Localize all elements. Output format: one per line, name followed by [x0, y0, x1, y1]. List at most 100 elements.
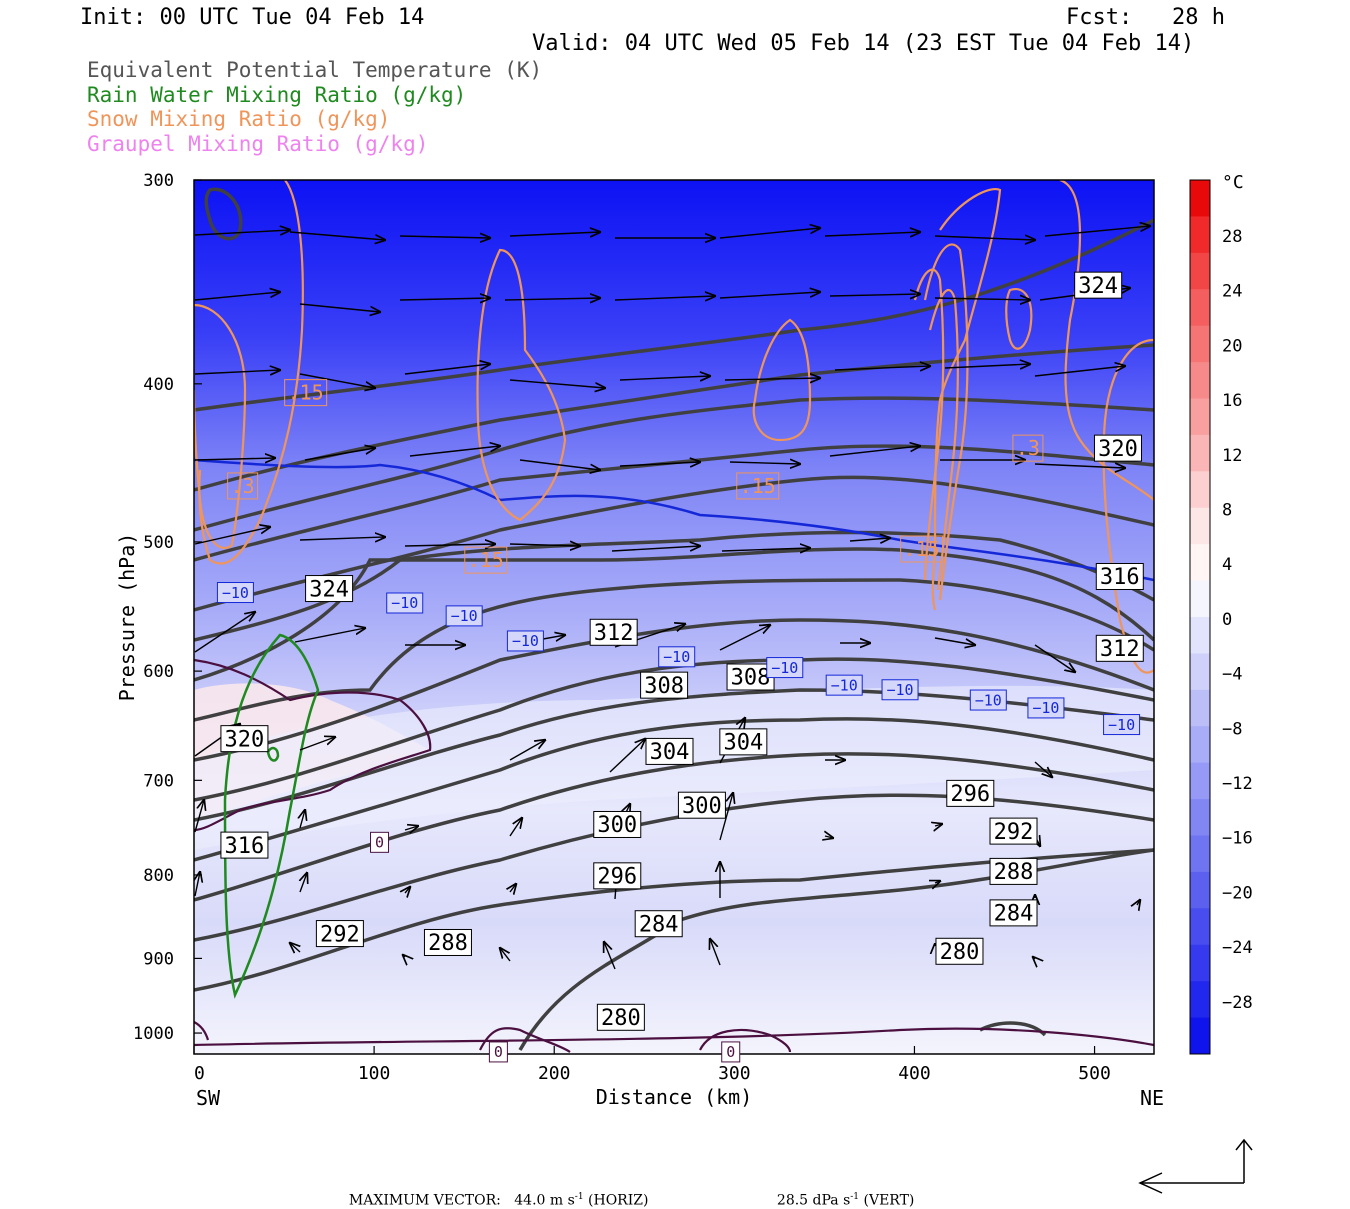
theta-e-label: 312 [594, 621, 634, 646]
wind-vector [403, 955, 405, 957]
colorbar-label: 24 [1222, 282, 1242, 302]
theta-e-label: 316 [1100, 565, 1140, 590]
colorbar-swatch [1190, 325, 1210, 363]
wind-vector [194, 527, 270, 545]
theta-e-label: 308 [731, 666, 771, 691]
colorbar-label: 12 [1222, 446, 1242, 466]
colorbar-label: 16 [1222, 391, 1242, 411]
colorbar-unit: °C [1222, 172, 1244, 193]
colorbar-swatch [1190, 689, 1210, 727]
colorbar-swatch [1190, 726, 1210, 764]
zero-isotherm-labels: 0 0 0 [370, 831, 741, 1063]
theta-e-label-box [1095, 634, 1144, 662]
snow-label: .15 [288, 381, 324, 405]
wind-vector [504, 298, 600, 300]
wind-vector [721, 548, 810, 551]
temperature-label-box [506, 630, 544, 652]
colorbar-label: −24 [1222, 938, 1253, 958]
colorbar-frame [1189, 179, 1211, 1055]
temperature-label: −10 [391, 594, 418, 612]
wind-vector [409, 446, 500, 457]
colorbar-swatch [1190, 362, 1210, 399]
theta-e-label: 292 [320, 922, 360, 947]
temperature-label-box [1103, 714, 1141, 736]
colorbar-swatch [1190, 544, 1210, 582]
temperature-label: −10 [771, 659, 798, 677]
snow-label: .15 [904, 537, 940, 561]
snow-label-box [1012, 434, 1044, 462]
wind-vector [1034, 761, 1052, 777]
wind-vector [500, 948, 511, 962]
wind-vector [1137, 900, 1140, 905]
y-axis-label: Pressure (hPa) [115, 533, 139, 702]
wind-vector [934, 637, 975, 645]
wind-vector [829, 294, 920, 296]
temperature-label: −10 [1108, 716, 1135, 734]
wind-vector [194, 230, 290, 235]
theta-e-label: 284 [639, 912, 679, 937]
colorbar-swatch [1190, 507, 1210, 545]
x-tick-label: 0 [194, 1063, 205, 1084]
y-tick-label: 900 [143, 949, 174, 969]
wind-vector [509, 379, 605, 388]
wind-vector [619, 462, 700, 466]
temperature-label-box [969, 689, 1007, 711]
wind-vector [710, 939, 721, 966]
colorbar-swatch [1190, 653, 1210, 691]
colorbar-swatch [1190, 835, 1210, 873]
temperature-label: −10 [663, 648, 690, 666]
legend-theta-e: Equivalent Potential Temperature (K) [87, 58, 543, 82]
wind-vector [1033, 957, 1035, 959]
temperature-label: −10 [975, 691, 1002, 709]
wind-vector [194, 292, 280, 301]
colorbar-label: 0 [1222, 610, 1232, 630]
horiz-unit-exponent: -1 [574, 1192, 584, 1202]
theta-e-label-box [634, 910, 683, 938]
y-tick-label: 700 [143, 771, 174, 791]
wind-vector [300, 810, 305, 829]
wind-vector [729, 462, 800, 464]
x-tick-label: 100 [358, 1063, 391, 1084]
y-tick-label: 300 [143, 171, 174, 191]
temperature-label-box [881, 679, 919, 701]
theta-e-label-box [593, 862, 642, 890]
snow-label-box [736, 472, 780, 500]
wind-vector [289, 231, 385, 240]
wind-vector [824, 232, 920, 236]
theta-e-label: 296 [597, 865, 637, 890]
zero-isotherm-label-box [488, 1041, 508, 1063]
wind-vector [194, 370, 280, 374]
theta-e-label-box [1074, 271, 1123, 299]
wind-vector [935, 824, 942, 826]
snow-label-box [284, 379, 328, 407]
theta-e-label-box [989, 899, 1038, 927]
colorbar-swatch [1190, 216, 1210, 254]
theta-e-label: 280 [940, 940, 980, 965]
valid-time: Valid: 04 UTC Wed 05 Feb 14 (23 EST Tue … [532, 31, 1195, 56]
theta-e-label-box [946, 779, 995, 807]
wind-vector [194, 612, 255, 653]
snow-label: .15 [740, 474, 776, 498]
colorbar-swatch [1190, 617, 1210, 654]
wind-vector [934, 236, 1035, 240]
wind-vector [404, 826, 418, 830]
wind-vector [510, 884, 516, 892]
y-tick-label: 400 [143, 375, 174, 395]
wind-vector [404, 544, 495, 546]
colorbar: 28 24 20 16 12 8 4 0 −4 −8 −12 −16 −20 −24 −28 [1189, 179, 1253, 1055]
max-vector-vert: 28.5 dPa s [776, 1192, 851, 1209]
wind-vector [509, 740, 545, 761]
wind-vector [719, 292, 820, 299]
zero-isotherm [194, 658, 1154, 1053]
y-tick-label: 800 [143, 866, 174, 886]
legend-graupel: Graupel Mixing Ratio (g/kg) [87, 132, 429, 156]
theta-e-label-box [593, 810, 642, 838]
max-vector-prefix: MAXIMUM VECTOR: [348, 1192, 501, 1209]
colorbar-label: −12 [1222, 774, 1253, 794]
x-tick-label: 500 [1078, 1063, 1111, 1084]
temperature-label: −10 [451, 607, 478, 625]
theta-e-label: 288 [428, 931, 468, 956]
theta-e-label: 324 [1078, 274, 1118, 299]
